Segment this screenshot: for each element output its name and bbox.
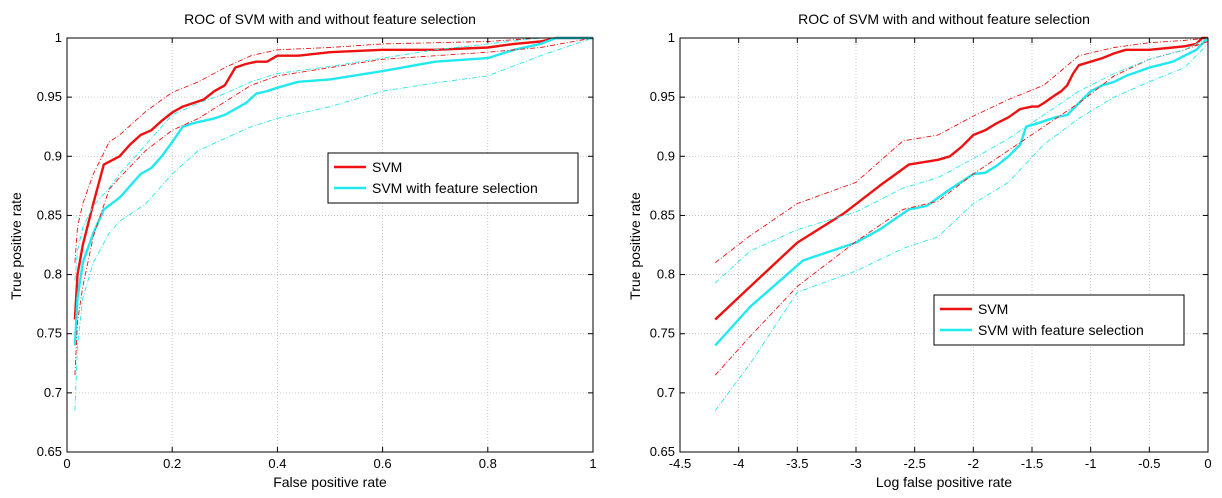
series-line xyxy=(73,36,593,346)
x-tick-label: 0.6 xyxy=(374,456,392,471)
y-axis-label: True positive rate xyxy=(627,192,643,300)
confidence-bound-line xyxy=(714,41,1209,376)
y-tick-label: 0.65 xyxy=(37,444,62,459)
x-tick-label: -0.5 xyxy=(1138,456,1160,471)
series-line xyxy=(714,36,1208,321)
y-tick-label: 1 xyxy=(55,30,62,45)
confidence-bound-line xyxy=(74,37,594,411)
legend-box xyxy=(933,294,1185,346)
x-tick-label: 0.4 xyxy=(268,456,286,471)
x-tick-label: -3 xyxy=(850,456,862,471)
series-line xyxy=(73,36,593,320)
x-tick-label: 1 xyxy=(589,456,596,471)
legend-entry-label: SVM xyxy=(372,159,402,175)
legend-entry-label: SVM with feature selection xyxy=(372,180,538,196)
confidence-bound-line xyxy=(74,37,593,263)
x-tick-label: -1.5 xyxy=(1021,456,1043,471)
chart-title: ROC of SVM with and without feature sele… xyxy=(184,11,476,27)
series-line xyxy=(714,37,1209,347)
y-tick-label: 0.9 xyxy=(657,148,675,163)
y-tick-label: 1 xyxy=(668,30,675,45)
plot-area xyxy=(680,38,1208,452)
x-tick-label: -1 xyxy=(1085,456,1097,471)
y-tick-label: 0.8 xyxy=(657,267,675,282)
confidence-bound-line xyxy=(74,37,593,281)
x-tick-label: 0 xyxy=(1204,456,1211,471)
x-axis-label: False positive rate xyxy=(273,474,387,490)
legend-box xyxy=(327,152,579,204)
y-axis-label: True positive rate xyxy=(8,192,24,300)
y-tick-label: 0.8 xyxy=(44,267,62,282)
x-tick-label: -2.5 xyxy=(903,456,925,471)
plot-area xyxy=(67,38,593,452)
y-tick-label: 0.75 xyxy=(650,326,675,341)
y-tick-label: 0.75 xyxy=(37,326,62,341)
legend-entry-label: SVM with feature selection xyxy=(978,322,1144,338)
confidence-bound-line xyxy=(714,37,1209,264)
axes-frame xyxy=(679,37,1209,453)
legend-entry-label: SVM xyxy=(978,301,1008,317)
x-tick-label: -4.5 xyxy=(669,456,691,471)
confidence-bound-line xyxy=(714,43,1209,411)
y-tick-label: 0.85 xyxy=(650,207,675,222)
x-axis-label: Log false positive rate xyxy=(876,474,1012,490)
x-tick-label: -2 xyxy=(968,456,980,471)
x-tick-label: 0.2 xyxy=(163,456,181,471)
y-tick-label: 0.95 xyxy=(37,89,62,104)
x-tick-label: -3.5 xyxy=(786,456,808,471)
x-tick-label: 0 xyxy=(63,456,70,471)
x-tick-label: 0.8 xyxy=(479,456,497,471)
axes-frame xyxy=(66,37,594,453)
y-tick-label: 0.85 xyxy=(37,207,62,222)
confidence-bound-line xyxy=(74,37,594,376)
roc-panel-log: ROC of SVM with and without feature sele… xyxy=(627,11,1212,490)
y-tick-label: 0.65 xyxy=(650,444,675,459)
chart-title: ROC of SVM with and without feature sele… xyxy=(798,11,1090,27)
roc-panel-linear: ROC of SVM with and without feature sele… xyxy=(8,11,597,490)
y-tick-label: 0.7 xyxy=(44,385,62,400)
legend: SVM SVM with feature selection xyxy=(933,294,1185,346)
legend: SVM SVM with feature selection xyxy=(327,152,579,204)
y-tick-label: 0.7 xyxy=(657,385,675,400)
y-tick-label: 0.9 xyxy=(44,148,62,163)
y-tick-label: 0.95 xyxy=(650,89,675,104)
x-tick-label: -4 xyxy=(733,456,745,471)
